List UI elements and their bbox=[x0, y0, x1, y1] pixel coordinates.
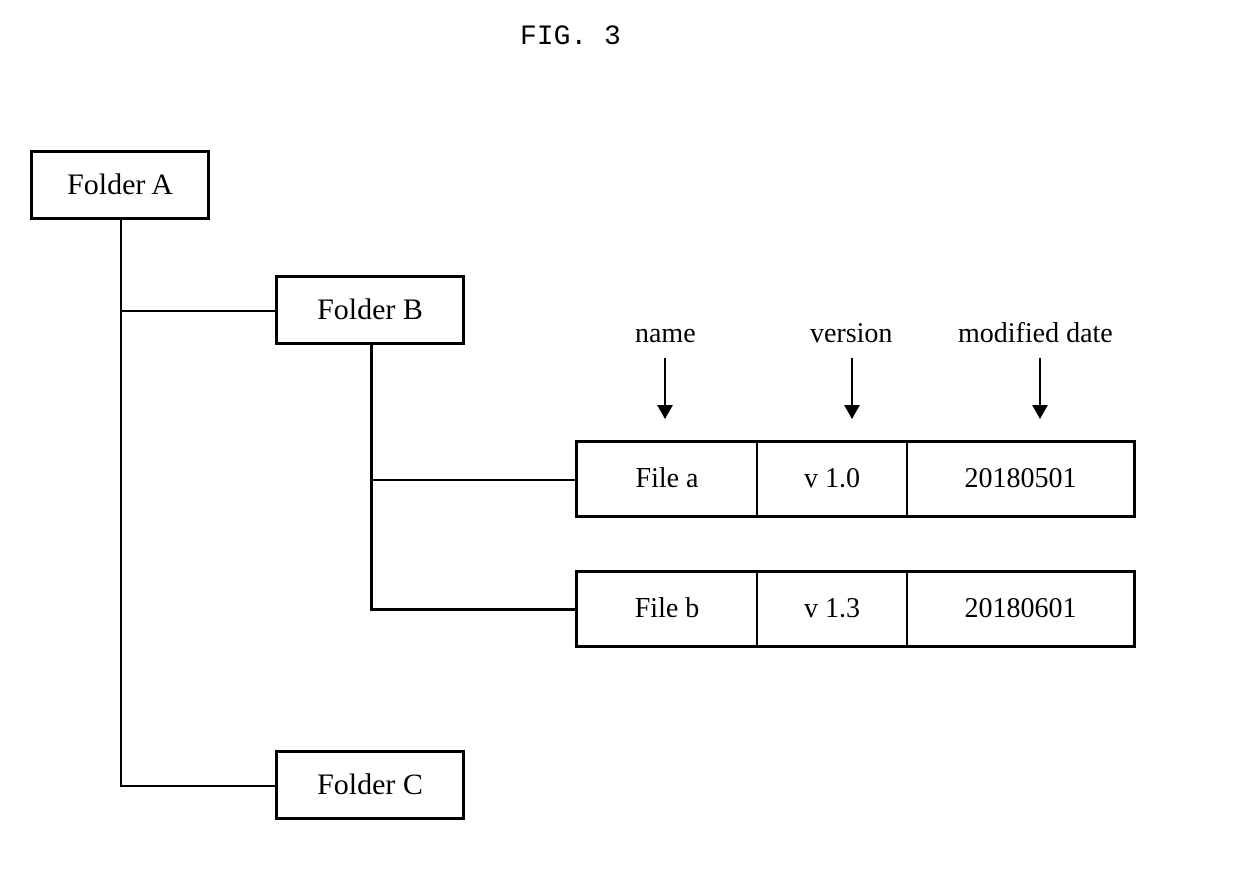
file-cell-version: v 1.3 bbox=[758, 573, 908, 645]
file-cell-name: File a bbox=[578, 443, 758, 515]
file-cell-date: 20180601 bbox=[908, 573, 1133, 645]
file-cell-version: v 1.0 bbox=[758, 443, 908, 515]
folder-a-box: Folder A bbox=[30, 150, 210, 220]
connector-b-to-file2 bbox=[370, 608, 575, 611]
column-header-version: version bbox=[810, 318, 892, 350]
diagram-stage: { "figure": { "title": "FIG. 3", "title_… bbox=[0, 0, 1240, 896]
folder-a-label: Folder A bbox=[67, 168, 173, 202]
file-row: File b v 1.3 20180601 bbox=[575, 570, 1136, 648]
file-row: File a v 1.0 20180501 bbox=[575, 440, 1136, 518]
column-header-name: name bbox=[635, 318, 696, 350]
folder-c-box: Folder C bbox=[275, 750, 465, 820]
connector-trunk bbox=[120, 220, 122, 785]
figure-title: FIG. 3 bbox=[520, 22, 621, 53]
file-cell-name: File b bbox=[578, 573, 758, 645]
connector-b-to-file1 bbox=[370, 479, 575, 481]
folder-b-box: Folder B bbox=[275, 275, 465, 345]
connector-b-drop bbox=[370, 345, 373, 610]
connector-a-to-b bbox=[120, 310, 275, 312]
folder-b-label: Folder B bbox=[317, 293, 423, 327]
arrow-version-icon bbox=[851, 358, 853, 418]
folder-c-label: Folder C bbox=[317, 768, 423, 802]
arrow-name-icon bbox=[664, 358, 666, 418]
connector-a-to-c bbox=[120, 785, 275, 787]
arrow-date-icon bbox=[1039, 358, 1041, 418]
column-header-date: modified date bbox=[958, 318, 1113, 350]
file-cell-date: 20180501 bbox=[908, 443, 1133, 515]
